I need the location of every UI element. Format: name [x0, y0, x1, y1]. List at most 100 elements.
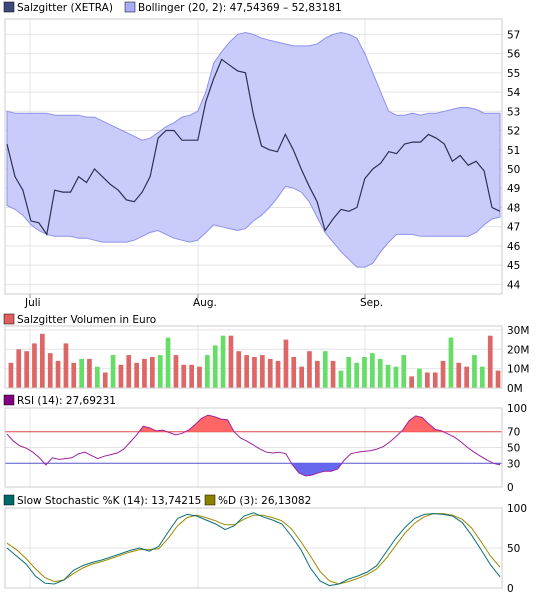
stochastic-y-tick-label: 0	[507, 583, 514, 595]
legend-label-price: Salzgitter (XETRA)	[17, 2, 113, 14]
volume-bar	[377, 358, 383, 388]
volume-bar	[401, 355, 407, 388]
volume-bar	[87, 358, 92, 388]
legend-label-stochastic-k: Slow Stochastic %K (14): 13,74215	[17, 495, 201, 507]
price-x-tick-label: Juli	[24, 297, 41, 309]
stochastic-k-line	[6, 512, 501, 587]
rsi-y-axis: 0 30 50 70 100	[507, 403, 527, 494]
legend-label-volume: Salzgitter Volumen in Euro	[17, 314, 156, 326]
volume-bar	[95, 366, 100, 388]
volume-bar	[40, 333, 45, 389]
volume-bar	[8, 362, 14, 388]
volume-y-axis: 0M 10M 20M 30M	[507, 325, 529, 395]
legend-swatch-volume	[3, 313, 15, 325]
rsi-panel: 0 30 50 70 100 RSI (14): 27,69231	[3, 394, 527, 494]
rsi-line	[6, 414, 501, 477]
volume-bar	[142, 358, 147, 388]
rsi-y-tick-label: 50	[507, 443, 520, 455]
price-y-tick-label: 45	[507, 260, 520, 272]
volume-bar	[464, 366, 469, 388]
volume-bar	[102, 372, 108, 388]
legend-swatch-stochastic-k	[3, 494, 15, 506]
legend-swatch-bollinger	[124, 1, 136, 13]
volume-bar	[307, 351, 312, 388]
stochastic-y-tick-label: 50	[507, 543, 520, 555]
volume-bar	[354, 362, 359, 388]
volume-bar	[181, 364, 187, 389]
volume-bar	[370, 353, 375, 388]
stochastic-y-tick-label: 100	[507, 503, 527, 515]
price-x-tick-label: Aug.	[193, 297, 217, 309]
volume-y-tick-label: 30M	[507, 325, 529, 337]
price-plot-frame	[4, 18, 503, 295]
price-y-tick-label: 55	[507, 68, 520, 80]
volume-bar	[173, 355, 179, 388]
legend-swatch-stochastic-d	[204, 494, 216, 506]
volume-bar	[220, 335, 226, 388]
price-y-tick-label: 52	[507, 126, 520, 138]
volume-bar	[165, 337, 171, 388]
price-y-axis: 44 45 46 47 48 49 50 51 52 53 54 55 56 57	[507, 29, 521, 291]
rsi-y-tick-label: 0	[507, 482, 514, 494]
volume-bar	[480, 366, 485, 388]
rsi-gridlines	[5, 407, 502, 488]
volume-bar	[236, 351, 242, 388]
volume-bar	[55, 360, 61, 388]
volume-bar	[338, 370, 344, 388]
volume-bar	[409, 376, 414, 388]
rsi-fills	[44, 415, 500, 476]
volume-bar	[487, 335, 493, 388]
volume-y-tick-label: 20M	[507, 344, 529, 356]
volume-bar	[322, 351, 328, 388]
volume-bar	[275, 360, 281, 388]
price-y-tick-label: 46	[507, 241, 521, 253]
legend-label-stochastic-d: %D (3): 26,13082	[218, 495, 311, 507]
volume-bar	[448, 337, 454, 388]
volume-bar	[244, 355, 249, 388]
price-x-axis: Juli Aug. Sep.	[24, 294, 383, 309]
volume-bar	[346, 357, 352, 388]
volume-bar	[315, 360, 320, 388]
legend-swatch-rsi	[3, 394, 15, 406]
rsi-overbought-fill	[185, 415, 234, 432]
stochastic-plot-frame	[4, 507, 503, 589]
volume-bar	[126, 355, 132, 388]
stochastic-gridlines	[5, 507, 502, 589]
volume-bar	[205, 355, 210, 388]
volume-y-tick-label: 10M	[507, 364, 529, 376]
price-y-tick-label: 50	[507, 164, 520, 176]
rsi-overbought-fill	[139, 426, 167, 432]
volume-bar	[32, 343, 37, 388]
price-x-tick-label: Sep.	[360, 297, 383, 309]
price-y-tick-label: 51	[507, 145, 520, 157]
volume-bar	[425, 372, 430, 388]
stochastic-panel: 0 50 100 Slow Stochastic %K (14): 13,74215…	[3, 494, 527, 595]
price-y-tick-label: 48	[507, 202, 520, 214]
volume-bar	[495, 370, 501, 388]
volume-bar	[252, 357, 257, 388]
volume-bar	[228, 335, 234, 388]
bollinger-band	[6, 31, 501, 268]
volume-bar	[299, 366, 304, 388]
volume-bar	[432, 372, 438, 388]
volume-bar	[385, 364, 391, 389]
rsi-oversold-fill	[291, 463, 342, 476]
volume-bar	[197, 366, 202, 388]
rsi-y-tick-label: 30	[507, 458, 520, 470]
volume-bar	[79, 358, 84, 388]
volume-bar	[157, 355, 163, 388]
stochastic-d-line	[6, 513, 501, 585]
volume-bar	[47, 353, 53, 388]
volume-bar	[71, 362, 77, 388]
legend-label-rsi: RSI (14): 27,69231	[17, 395, 116, 407]
volume-bar	[260, 355, 265, 388]
volume-bars	[8, 333, 501, 389]
volume-bar	[110, 355, 116, 388]
volume-bar	[150, 357, 155, 388]
rsi-plot-frame	[4, 407, 503, 488]
rsi-y-tick-label: 100	[507, 403, 527, 415]
price-y-tick-label: 49	[507, 183, 520, 195]
legend-label-bollinger: Bollinger (20, 2): 47,54369 – 52,83181	[138, 2, 342, 14]
volume-bar	[283, 339, 289, 388]
